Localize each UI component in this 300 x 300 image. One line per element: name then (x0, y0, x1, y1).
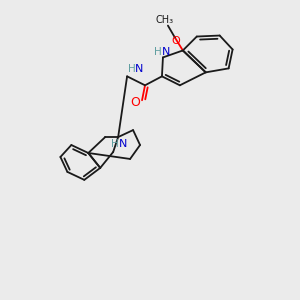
Text: O: O (130, 96, 140, 109)
Text: N: N (162, 47, 170, 58)
Text: CH₃: CH₃ (156, 15, 174, 25)
Text: H: H (128, 64, 136, 74)
Text: N: N (135, 64, 143, 74)
Text: O: O (172, 35, 180, 46)
Text: H: H (111, 139, 119, 149)
Text: N: N (119, 139, 127, 149)
Text: H: H (154, 47, 162, 58)
